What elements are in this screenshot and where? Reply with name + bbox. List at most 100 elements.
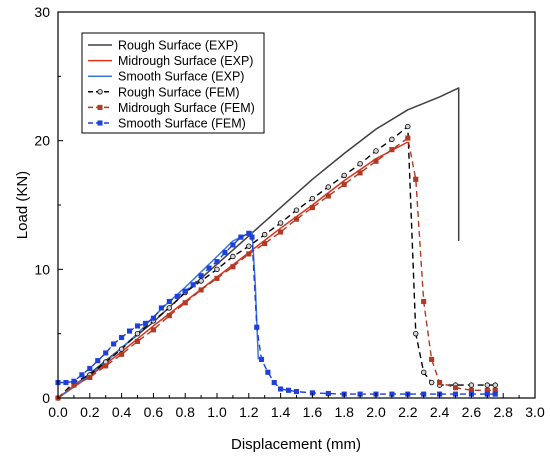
data-point bbox=[79, 372, 85, 378]
data-point bbox=[222, 250, 228, 256]
x-tick-label: 2.6 bbox=[462, 404, 482, 420]
data-point bbox=[413, 176, 419, 182]
x-tick-label: 0.6 bbox=[144, 404, 164, 420]
data-point bbox=[111, 341, 117, 347]
data-point bbox=[293, 207, 300, 213]
y-tick-label: 0 bbox=[42, 390, 50, 406]
data-point bbox=[262, 231, 268, 238]
data-point bbox=[230, 242, 236, 248]
legend-marker-midrough-surface-fem bbox=[97, 104, 103, 110]
data-point bbox=[492, 391, 498, 397]
data-point bbox=[71, 378, 77, 384]
data-point bbox=[87, 365, 93, 371]
x-axis-title: Displacement (mm) bbox=[231, 436, 361, 453]
data-point bbox=[103, 363, 109, 369]
data-point bbox=[278, 229, 284, 235]
data-point bbox=[484, 382, 490, 388]
data-point bbox=[134, 323, 141, 329]
legend-label-smooth-surface-exp: Smooth Surface (EXP) bbox=[118, 70, 244, 84]
data-point bbox=[95, 358, 101, 364]
legend-marker-smooth-surface-fem bbox=[97, 120, 103, 126]
data-point bbox=[150, 315, 156, 321]
data-point bbox=[421, 369, 427, 375]
data-point bbox=[309, 205, 315, 211]
legend-label-midrough-surface-exp: Midrough Surface (EXP) bbox=[118, 54, 253, 68]
data-point bbox=[357, 161, 363, 167]
data-point bbox=[158, 305, 164, 311]
legend-label-rough-surface-fem: Rough Surface (FEM) bbox=[118, 85, 240, 99]
x-tick-label: 2.0 bbox=[366, 404, 386, 420]
data-point bbox=[341, 181, 347, 187]
data-point bbox=[214, 259, 220, 265]
data-point bbox=[182, 300, 188, 306]
data-point bbox=[437, 380, 443, 386]
y-axis-title: Load (KN) bbox=[14, 171, 31, 239]
data-point bbox=[258, 356, 265, 362]
data-point bbox=[127, 328, 133, 334]
data-point bbox=[174, 293, 180, 299]
data-point bbox=[198, 273, 204, 279]
x-tick-label: 0.4 bbox=[112, 404, 132, 420]
y-tick-label: 30 bbox=[34, 4, 50, 20]
legend-box bbox=[81, 32, 265, 134]
data-point bbox=[166, 298, 172, 305]
data-point bbox=[373, 148, 379, 154]
data-point bbox=[293, 216, 300, 222]
x-tick-label: 1.0 bbox=[207, 404, 227, 420]
data-point bbox=[230, 264, 236, 270]
data-point bbox=[277, 220, 284, 226]
data-point bbox=[373, 158, 379, 164]
data-point bbox=[166, 305, 172, 311]
data-point bbox=[166, 313, 172, 319]
data-point bbox=[492, 382, 498, 388]
data-point bbox=[230, 253, 236, 260]
x-tick-label: 1.4 bbox=[271, 404, 291, 420]
x-tick-label: 0.8 bbox=[175, 404, 195, 420]
data-point bbox=[429, 356, 435, 362]
data-point bbox=[182, 288, 188, 294]
data-point bbox=[190, 282, 196, 288]
data-point bbox=[249, 234, 255, 240]
data-point bbox=[452, 385, 459, 391]
x-tick-label: 1.2 bbox=[239, 404, 259, 420]
data-point bbox=[246, 251, 252, 257]
data-point bbox=[214, 266, 220, 273]
data-point bbox=[198, 287, 204, 293]
data-point bbox=[278, 386, 284, 392]
x-tick-label: 3.0 bbox=[525, 404, 545, 420]
data-point bbox=[265, 369, 271, 375]
axes: 0.0 0.2 0.4 0.6 0.8 1.0 1.2 1.4 1.6 1.8 2.0 2.2 2.4 2… bbox=[34, 4, 545, 420]
data-point bbox=[214, 275, 220, 281]
y-tick-label: 20 bbox=[34, 133, 50, 149]
x-tick-label: 2.2 bbox=[398, 404, 418, 420]
data-point bbox=[63, 380, 69, 386]
legend-label-rough-surface-exp: Rough Surface (EXP) bbox=[118, 39, 238, 53]
data-point bbox=[134, 330, 141, 337]
x-tick-label: 0.0 bbox=[48, 404, 68, 420]
data-point bbox=[150, 327, 156, 333]
data-point bbox=[134, 338, 141, 344]
data-point bbox=[293, 389, 300, 395]
series-line-smooth-surface-fem bbox=[58, 232, 496, 395]
data-point bbox=[142, 320, 148, 326]
legend-label-midrough-surface-fem: Midrough Surface (FEM) bbox=[118, 101, 255, 115]
data-point bbox=[271, 380, 277, 386]
data-point bbox=[286, 387, 292, 393]
data-point bbox=[341, 172, 347, 179]
legend-label-smooth-surface-fem: Smooth Surface (FEM) bbox=[118, 117, 246, 131]
data-point bbox=[262, 241, 268, 247]
data-point bbox=[357, 170, 363, 176]
data-point bbox=[428, 379, 435, 386]
data-point bbox=[389, 136, 395, 143]
data-point bbox=[198, 278, 204, 284]
data-point bbox=[413, 330, 419, 337]
data-point bbox=[389, 147, 395, 153]
series-midrough-surface-fem bbox=[55, 135, 498, 401]
data-point bbox=[119, 351, 125, 357]
data-point bbox=[87, 374, 93, 380]
data-point bbox=[103, 350, 109, 356]
x-tick-label: 1.6 bbox=[303, 404, 323, 420]
data-point bbox=[325, 193, 331, 199]
legend-marker-rough-surface-fem bbox=[97, 89, 103, 95]
data-point bbox=[246, 243, 252, 249]
